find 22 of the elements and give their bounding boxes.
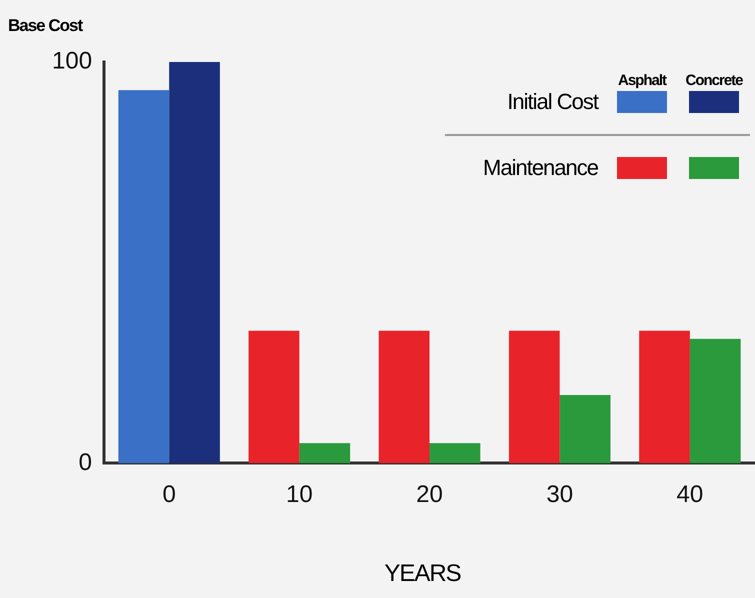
y-tick-label: 100	[52, 48, 92, 75]
bar	[508, 330, 560, 464]
x-tick-label: 10	[286, 481, 313, 508]
x-tick-label: 20	[416, 481, 443, 508]
x-tick-label: 30	[546, 481, 574, 508]
bar	[248, 330, 300, 464]
annotation: Maintenance	[483, 155, 598, 181]
bar	[118, 90, 170, 464]
x-tick-label: 0	[162, 481, 176, 508]
annotation: Asphalt	[618, 72, 666, 89]
bar	[690, 338, 741, 464]
bar	[378, 330, 430, 464]
bar	[430, 443, 480, 464]
bar	[299, 443, 350, 464]
bar	[639, 330, 690, 464]
x-axis-title: YEARS	[383, 560, 462, 588]
bar	[560, 394, 610, 464]
annotation: Initial Cost	[507, 89, 598, 115]
x-tick-label: 40	[676, 481, 704, 508]
y-axis-title: Base Cost	[8, 16, 82, 36]
annotation: Concrete	[685, 72, 743, 89]
bar	[169, 62, 220, 464]
